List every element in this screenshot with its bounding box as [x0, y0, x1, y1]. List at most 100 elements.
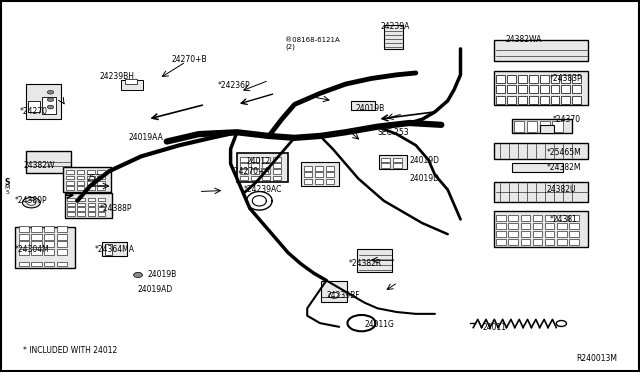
Bar: [67, 181, 74, 185]
Bar: [315, 166, 323, 171]
Bar: [393, 163, 402, 168]
Text: *24270: *24270: [20, 108, 48, 116]
Text: 24019AA: 24019AA: [129, 133, 163, 142]
Text: 24019AD: 24019AD: [138, 285, 173, 294]
Bar: [518, 85, 527, 93]
Bar: [19, 262, 29, 266]
Bar: [67, 212, 75, 216]
Text: 24011G: 24011G: [365, 321, 395, 330]
Bar: [105, 244, 113, 254]
Text: R240013M: R240013M: [576, 354, 617, 363]
Text: ®08168-6121A
(2): ®08168-6121A (2): [285, 36, 340, 50]
Bar: [557, 223, 566, 229]
Bar: [493, 143, 588, 159]
Bar: [532, 215, 542, 221]
Bar: [326, 172, 334, 177]
Bar: [19, 227, 29, 232]
Bar: [88, 198, 95, 201]
Bar: [87, 181, 95, 185]
Bar: [520, 223, 530, 229]
Bar: [240, 169, 248, 174]
Bar: [262, 157, 270, 161]
Bar: [493, 71, 588, 105]
Bar: [381, 158, 390, 162]
Bar: [326, 179, 334, 184]
Bar: [98, 198, 106, 201]
Bar: [44, 248, 54, 254]
Bar: [262, 176, 270, 180]
Bar: [57, 262, 67, 266]
Bar: [321, 281, 347, 302]
Bar: [262, 169, 270, 174]
Bar: [77, 212, 85, 216]
Bar: [26, 84, 61, 119]
Bar: [251, 157, 259, 161]
Text: 24019D: 24019D: [410, 174, 440, 183]
Bar: [304, 166, 312, 171]
Bar: [520, 239, 530, 245]
Bar: [26, 151, 71, 173]
Bar: [569, 223, 579, 229]
Text: *24270+A: *24270+A: [230, 167, 270, 176]
Bar: [44, 262, 54, 266]
Circle shape: [47, 98, 54, 102]
Bar: [77, 176, 84, 179]
Text: 24019B: 24019B: [148, 270, 177, 279]
Bar: [67, 198, 75, 201]
Text: 24270+B: 24270+B: [172, 55, 207, 64]
Bar: [77, 208, 85, 211]
Bar: [508, 231, 518, 237]
Bar: [77, 186, 84, 190]
Bar: [569, 239, 579, 245]
Bar: [518, 75, 527, 83]
Bar: [273, 176, 281, 180]
Bar: [304, 172, 312, 177]
Bar: [31, 227, 42, 232]
Text: 24382W: 24382W: [23, 161, 54, 170]
Bar: [557, 231, 566, 237]
Text: 24382U: 24382U: [547, 185, 576, 194]
Text: 252: 252: [87, 174, 101, 183]
Bar: [87, 170, 95, 174]
Bar: [67, 208, 75, 211]
Bar: [532, 239, 542, 245]
Circle shape: [329, 292, 339, 298]
Bar: [304, 179, 312, 184]
Bar: [31, 241, 42, 247]
Circle shape: [47, 105, 54, 109]
Bar: [97, 176, 105, 179]
Bar: [63, 167, 111, 192]
Bar: [102, 241, 127, 256]
Bar: [550, 85, 559, 93]
Text: 24012: 24012: [246, 157, 271, 166]
Bar: [572, 85, 581, 93]
Text: *24364MA: *24364MA: [95, 244, 135, 253]
Bar: [529, 85, 538, 93]
Bar: [496, 85, 505, 93]
Bar: [507, 75, 516, 83]
Text: *24388P: *24388P: [100, 204, 132, 213]
Bar: [273, 157, 281, 161]
Bar: [67, 186, 74, 190]
Bar: [540, 75, 548, 83]
Bar: [98, 203, 106, 206]
Bar: [251, 176, 259, 180]
Bar: [28, 101, 40, 112]
Bar: [77, 170, 84, 174]
Text: 24382WA: 24382WA: [505, 35, 541, 44]
Bar: [496, 215, 506, 221]
Bar: [44, 227, 54, 232]
Bar: [514, 121, 524, 132]
Bar: [31, 248, 42, 254]
Bar: [545, 239, 554, 245]
Bar: [496, 231, 506, 237]
Bar: [301, 162, 339, 186]
Bar: [550, 96, 559, 104]
Bar: [31, 234, 42, 240]
Circle shape: [348, 315, 376, 331]
Bar: [67, 176, 74, 179]
Bar: [532, 231, 542, 237]
Bar: [88, 203, 95, 206]
Bar: [507, 85, 516, 93]
Circle shape: [47, 90, 54, 94]
